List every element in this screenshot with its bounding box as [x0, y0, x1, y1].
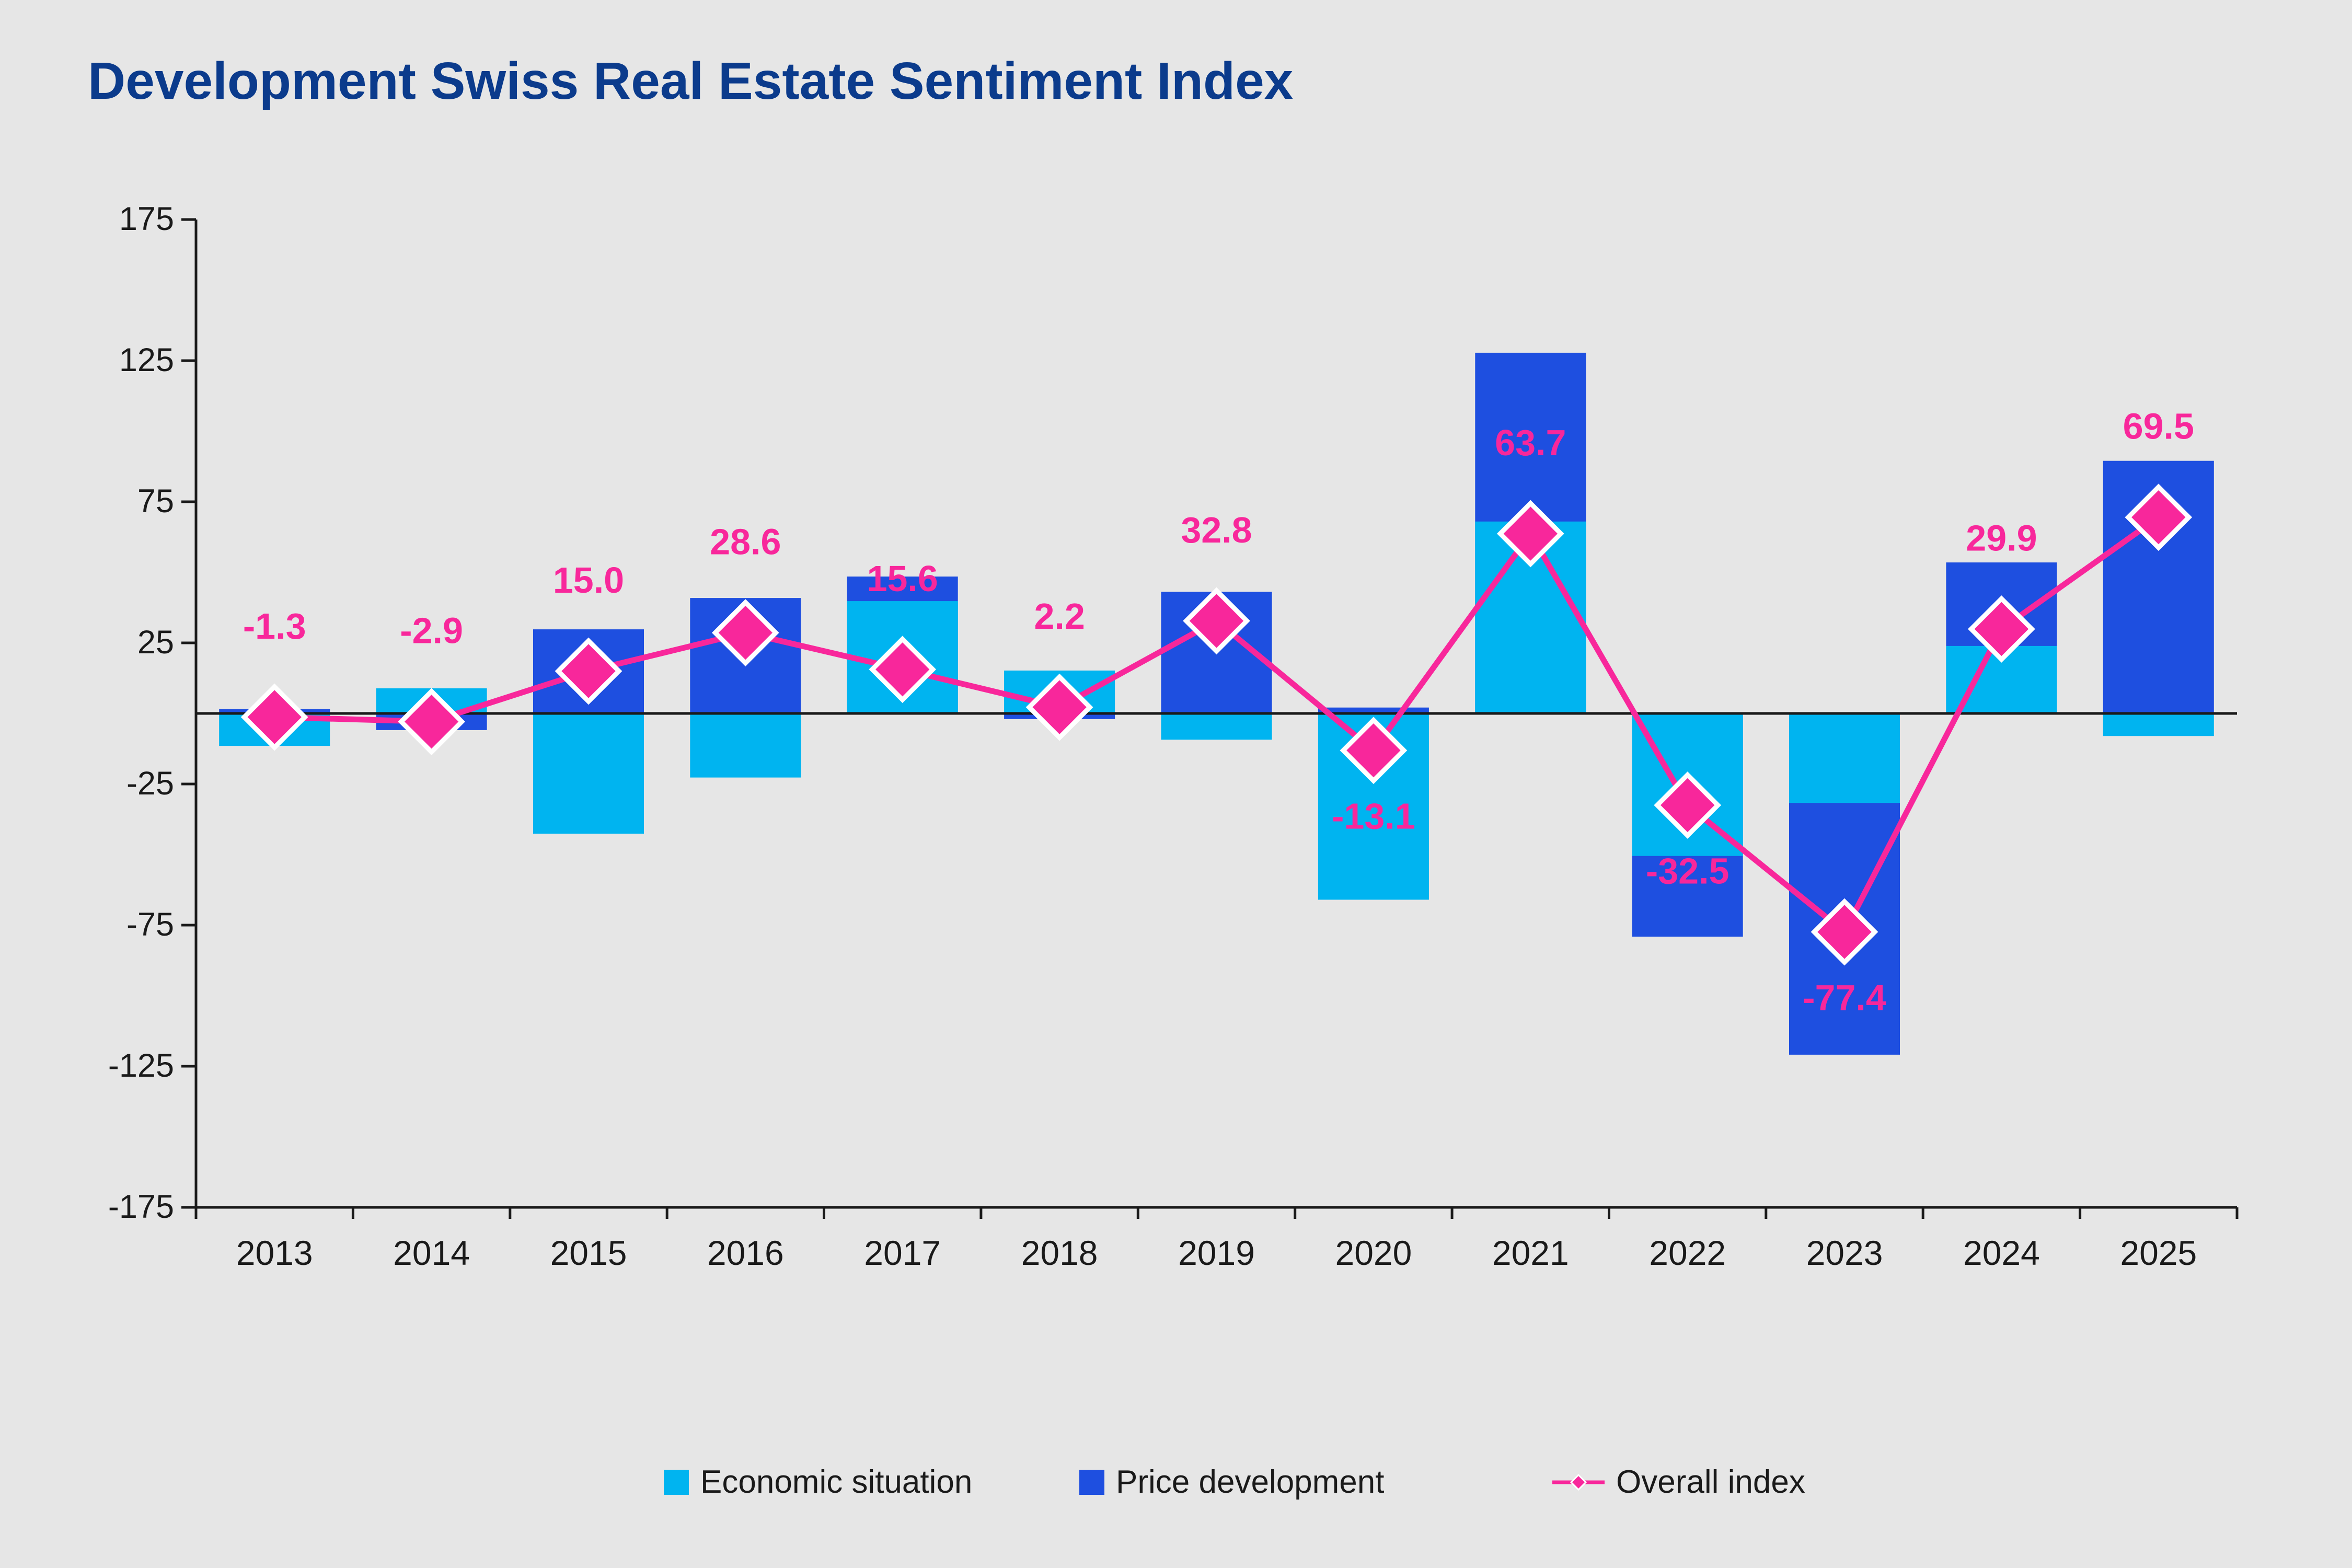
- svg-text:2025: 2025: [2120, 1233, 2197, 1272]
- svg-text:-32.5: -32.5: [1646, 851, 1730, 892]
- svg-text:2019: 2019: [1178, 1233, 1255, 1272]
- svg-text:2020: 2020: [1335, 1233, 1412, 1272]
- svg-text:-77.4: -77.4: [1803, 977, 1886, 1018]
- svg-text:2017: 2017: [864, 1233, 941, 1272]
- svg-text:2024: 2024: [1963, 1233, 2040, 1272]
- svg-text:2022: 2022: [1649, 1233, 1726, 1272]
- svg-text:63.7: 63.7: [1495, 422, 1566, 463]
- svg-text:69.5: 69.5: [2123, 406, 2194, 447]
- svg-text:15.0: 15.0: [553, 560, 624, 601]
- svg-text:-13.1: -13.1: [1332, 796, 1415, 837]
- svg-text:-2.9: -2.9: [400, 610, 463, 651]
- svg-text:-1.3: -1.3: [243, 606, 306, 647]
- svg-text:28.6: 28.6: [710, 522, 781, 562]
- svg-text:29.9: 29.9: [1966, 518, 2037, 559]
- svg-text:-25: -25: [126, 765, 174, 802]
- svg-text:32.8: 32.8: [1181, 510, 1252, 550]
- svg-text:2016: 2016: [707, 1233, 784, 1272]
- svg-text:125: 125: [119, 342, 174, 378]
- svg-text:2023: 2023: [1806, 1233, 1883, 1272]
- svg-text:-75: -75: [126, 906, 174, 943]
- svg-text:-125: -125: [108, 1047, 174, 1084]
- svg-text:2021: 2021: [1492, 1233, 1569, 1272]
- svg-text:15.6: 15.6: [867, 558, 938, 599]
- svg-text:2018: 2018: [1021, 1233, 1098, 1272]
- svg-text:-175: -175: [108, 1189, 174, 1225]
- svg-text:2013: 2013: [236, 1233, 313, 1272]
- svg-text:175: 175: [119, 201, 174, 237]
- svg-text:2.2: 2.2: [1034, 596, 1085, 637]
- svg-text:2015: 2015: [550, 1233, 627, 1272]
- svg-text:25: 25: [137, 624, 174, 661]
- svg-text:2014: 2014: [393, 1233, 470, 1272]
- svg-text:75: 75: [137, 483, 174, 520]
